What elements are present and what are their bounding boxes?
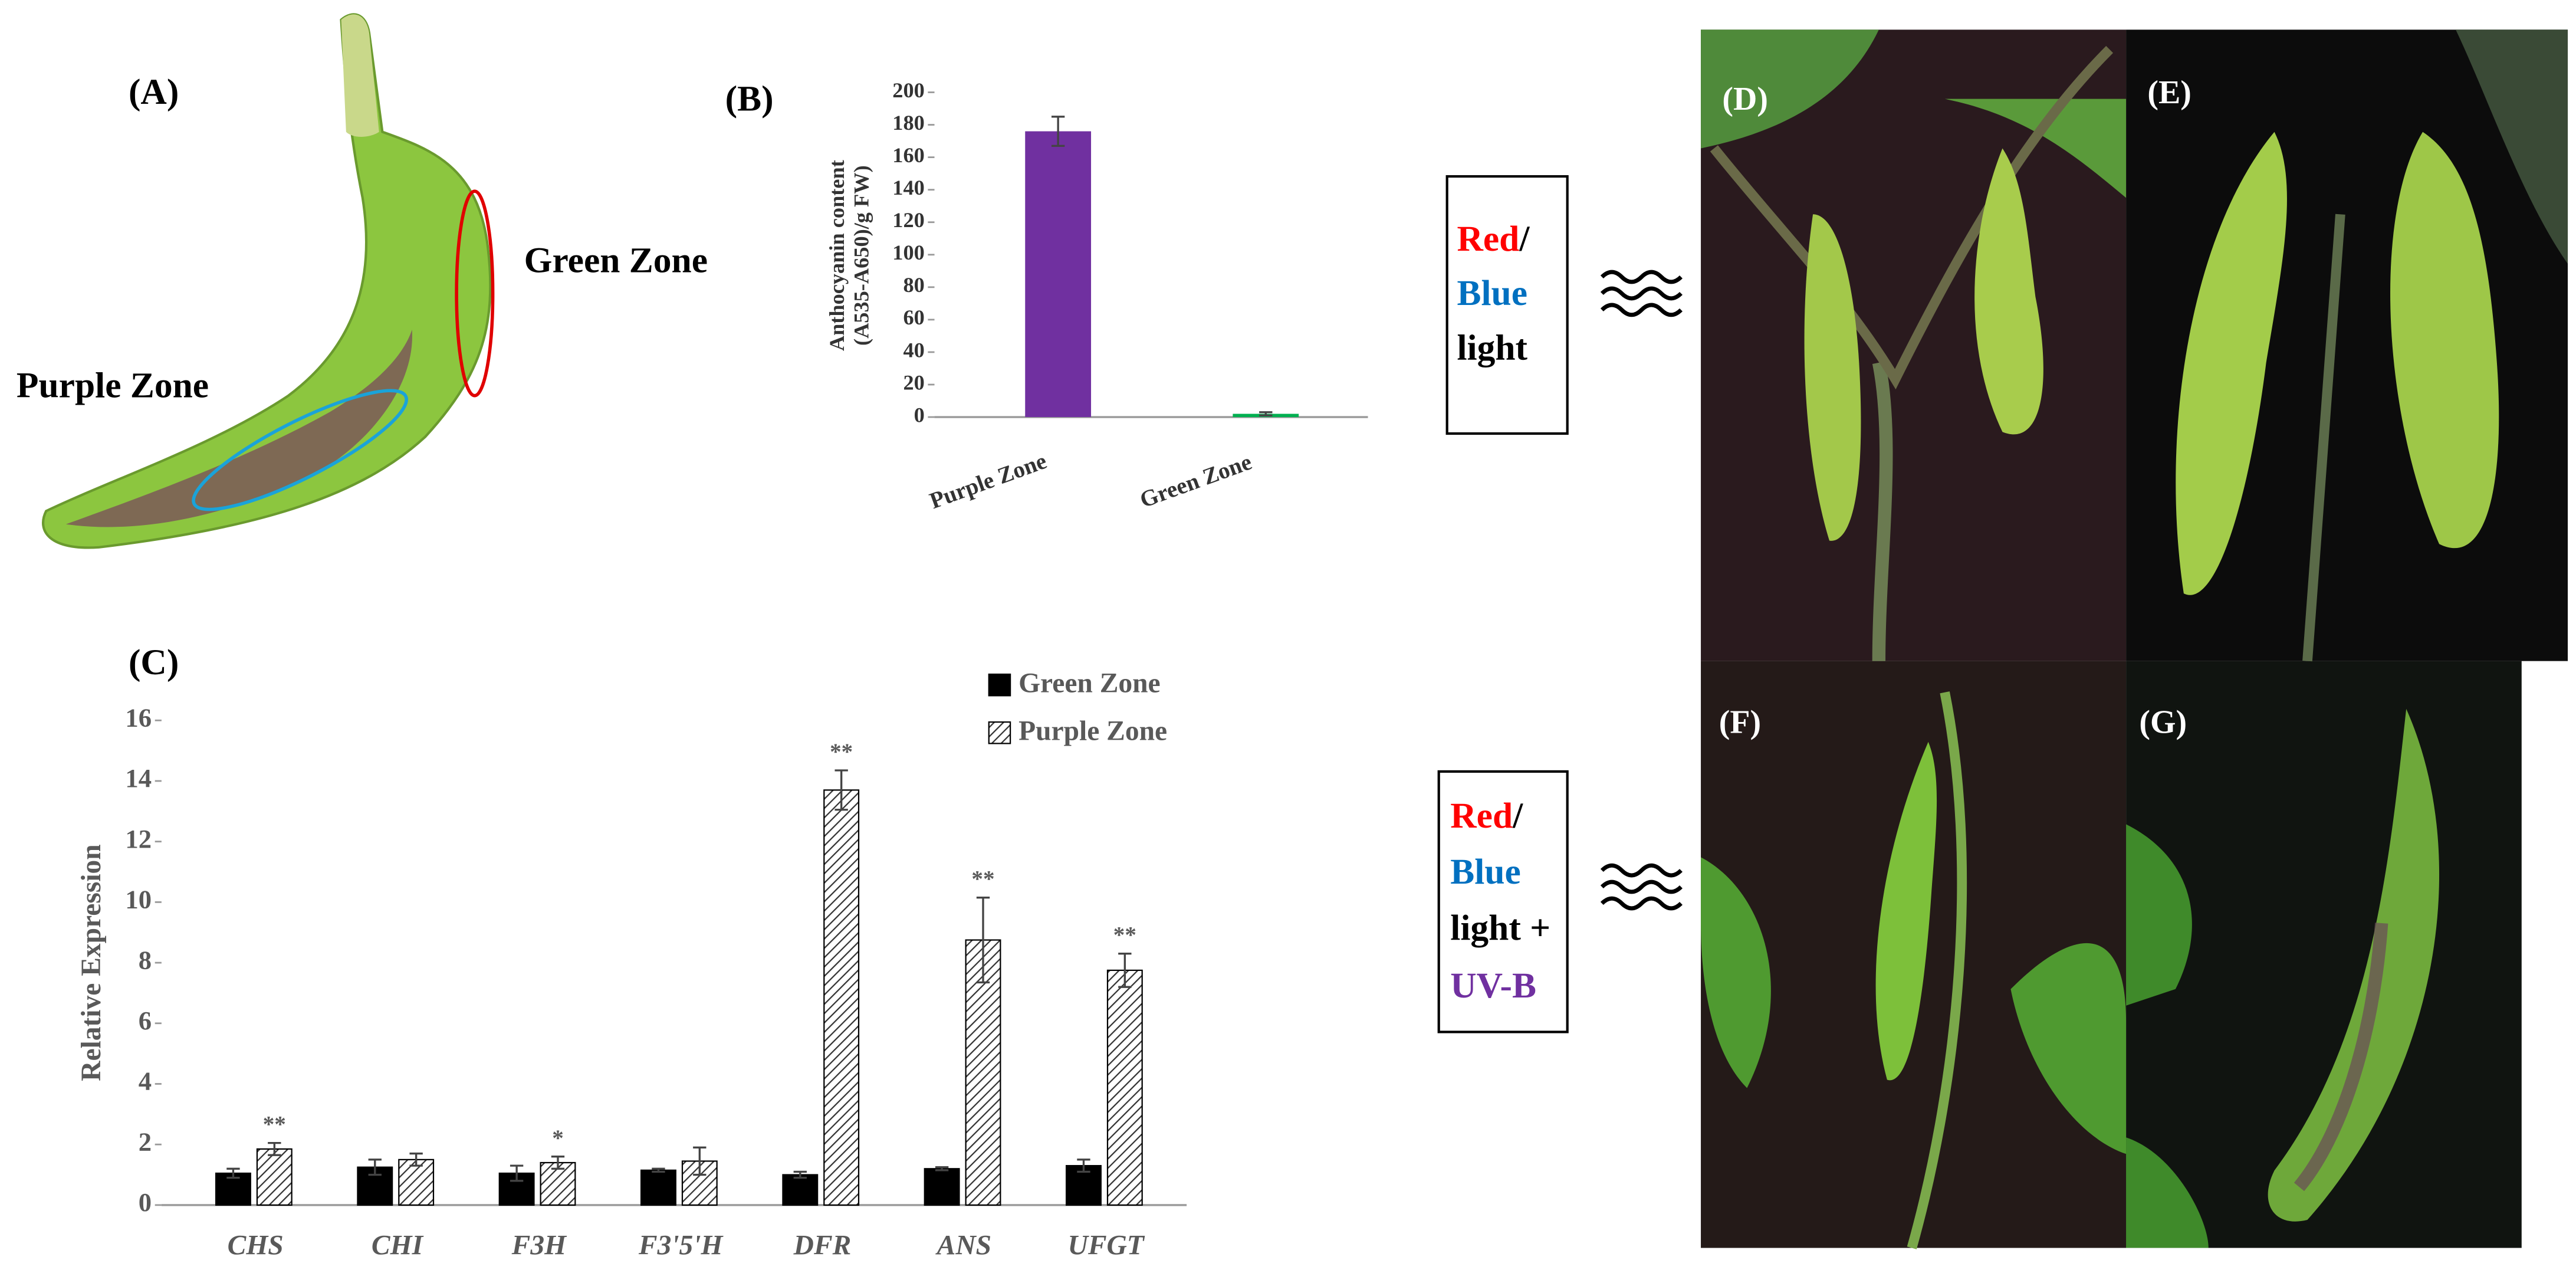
annotation: Green Zone bbox=[524, 240, 708, 280]
legend-swatch bbox=[988, 721, 1011, 744]
condition-text: Blue bbox=[1457, 273, 1527, 313]
error-bar bbox=[268, 1141, 281, 1156]
bar bbox=[782, 1174, 819, 1206]
y-tick-label: 120 bbox=[892, 208, 924, 232]
y-tick-label: 12 bbox=[125, 824, 152, 854]
bar bbox=[540, 1161, 576, 1206]
significance-label: ** bbox=[830, 739, 853, 764]
wave-symbol bbox=[1600, 270, 1683, 911]
photo-panels bbox=[1701, 29, 2568, 1249]
x-tick-label: F3'5'H bbox=[638, 1230, 724, 1261]
error-bar bbox=[551, 1156, 565, 1170]
condition-text: Red/ bbox=[1450, 796, 1523, 836]
bar bbox=[823, 789, 860, 1206]
significance-label: * bbox=[552, 1125, 564, 1151]
x-tick-label: UFGT bbox=[1068, 1230, 1145, 1261]
x-tick-label: ANS bbox=[935, 1230, 991, 1261]
error-bar bbox=[976, 896, 990, 984]
error-bar bbox=[1077, 1159, 1090, 1173]
legend-swatch bbox=[988, 673, 1011, 697]
bar bbox=[1025, 131, 1092, 418]
condition-text: light bbox=[1457, 327, 1527, 367]
bar bbox=[965, 939, 1001, 1206]
y-tick-label: 20 bbox=[903, 370, 924, 394]
y-tick-label: 0 bbox=[139, 1187, 152, 1217]
condition-box bbox=[1437, 770, 1569, 1033]
error-bar bbox=[1051, 116, 1065, 147]
panel-label: (E) bbox=[2147, 74, 2191, 111]
bar bbox=[398, 1159, 435, 1206]
condition-text: Red/ bbox=[1457, 219, 1530, 259]
y-tick-label: 0 bbox=[914, 403, 925, 426]
y-tick-label: 160 bbox=[892, 143, 924, 167]
y-tick-label: 60 bbox=[903, 306, 924, 329]
error-bar bbox=[1259, 411, 1273, 416]
error-bar bbox=[409, 1152, 423, 1167]
panel-label: (A) bbox=[129, 72, 179, 112]
error-bar bbox=[652, 1167, 665, 1173]
y-tick-label: 180 bbox=[892, 111, 924, 134]
y-axis-label: (A535-A650)/g FW) bbox=[850, 165, 873, 346]
chart-title: (B) bbox=[725, 78, 774, 119]
condition-box bbox=[1445, 175, 1569, 435]
chart-title: (C) bbox=[129, 642, 179, 682]
x-tick-label: CHI bbox=[372, 1230, 424, 1261]
legend-label: Green Zone bbox=[1018, 668, 1161, 698]
panel-label: (F) bbox=[1719, 704, 1761, 740]
condition-text: UV-B bbox=[1450, 966, 1536, 1006]
error-bar bbox=[1118, 952, 1132, 988]
panel-label: (G) bbox=[2139, 704, 2187, 740]
condition-text: Blue bbox=[1450, 852, 1521, 892]
significance-label: ** bbox=[971, 867, 994, 892]
pepper-illustration bbox=[42, 13, 495, 549]
y-tick-label: 16 bbox=[125, 703, 152, 733]
legend-label: Purple Zone bbox=[1018, 716, 1167, 747]
error-bar bbox=[935, 1166, 949, 1171]
significance-label: ** bbox=[1113, 923, 1136, 948]
bar bbox=[256, 1148, 293, 1206]
panel-label: (D) bbox=[1722, 81, 1768, 117]
x-tick-label: F3H bbox=[511, 1230, 567, 1261]
y-tick-label: 100 bbox=[892, 241, 924, 264]
y-tick-label: 140 bbox=[892, 176, 924, 199]
bar bbox=[1106, 969, 1143, 1206]
x-tick-label: Purple Zone bbox=[926, 448, 1050, 514]
y-axis-label: Relative Expression bbox=[76, 844, 107, 1081]
error-bar bbox=[368, 1159, 382, 1176]
y-tick-label: 10 bbox=[125, 885, 152, 914]
error-bar bbox=[510, 1164, 524, 1182]
y-tick-label: 4 bbox=[139, 1066, 152, 1096]
y-tick-label: 8 bbox=[139, 945, 152, 974]
y-axis-label: Anthocyanin content bbox=[825, 160, 849, 351]
error-bar bbox=[793, 1170, 807, 1179]
significance-label: ** bbox=[263, 1112, 286, 1137]
error-bar bbox=[693, 1146, 707, 1176]
y-tick-label: 14 bbox=[125, 763, 152, 793]
error-bar bbox=[226, 1167, 240, 1179]
error-bar bbox=[834, 769, 848, 811]
x-tick-label: Green Zone bbox=[1136, 449, 1255, 513]
annotation: Purple Zone bbox=[17, 366, 209, 406]
x-tick-label: DFR bbox=[793, 1230, 852, 1261]
x-tick-label: CHS bbox=[228, 1230, 284, 1261]
y-tick-label: 40 bbox=[903, 338, 924, 362]
y-tick-label: 200 bbox=[892, 78, 924, 102]
y-tick-label: 6 bbox=[139, 1006, 152, 1035]
y-tick-label: 80 bbox=[903, 273, 924, 297]
condition-text: light + bbox=[1450, 908, 1550, 948]
bar bbox=[924, 1168, 960, 1206]
bar bbox=[640, 1169, 676, 1206]
y-tick-label: 2 bbox=[139, 1127, 152, 1156]
